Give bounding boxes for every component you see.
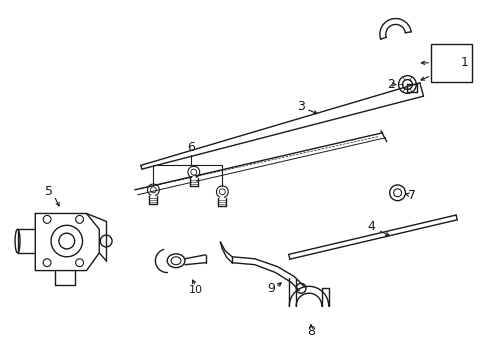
- Text: 2: 2: [386, 78, 394, 91]
- Text: 7: 7: [407, 189, 415, 202]
- Text: 5: 5: [45, 185, 53, 198]
- Bar: [430, 44, 471, 82]
- Text: 10: 10: [188, 285, 203, 295]
- Text: 6: 6: [186, 141, 194, 154]
- Text: 3: 3: [297, 100, 305, 113]
- Text: 1: 1: [460, 56, 468, 69]
- Text: 9: 9: [267, 282, 275, 295]
- Text: 4: 4: [366, 220, 374, 233]
- Text: 8: 8: [306, 325, 314, 338]
